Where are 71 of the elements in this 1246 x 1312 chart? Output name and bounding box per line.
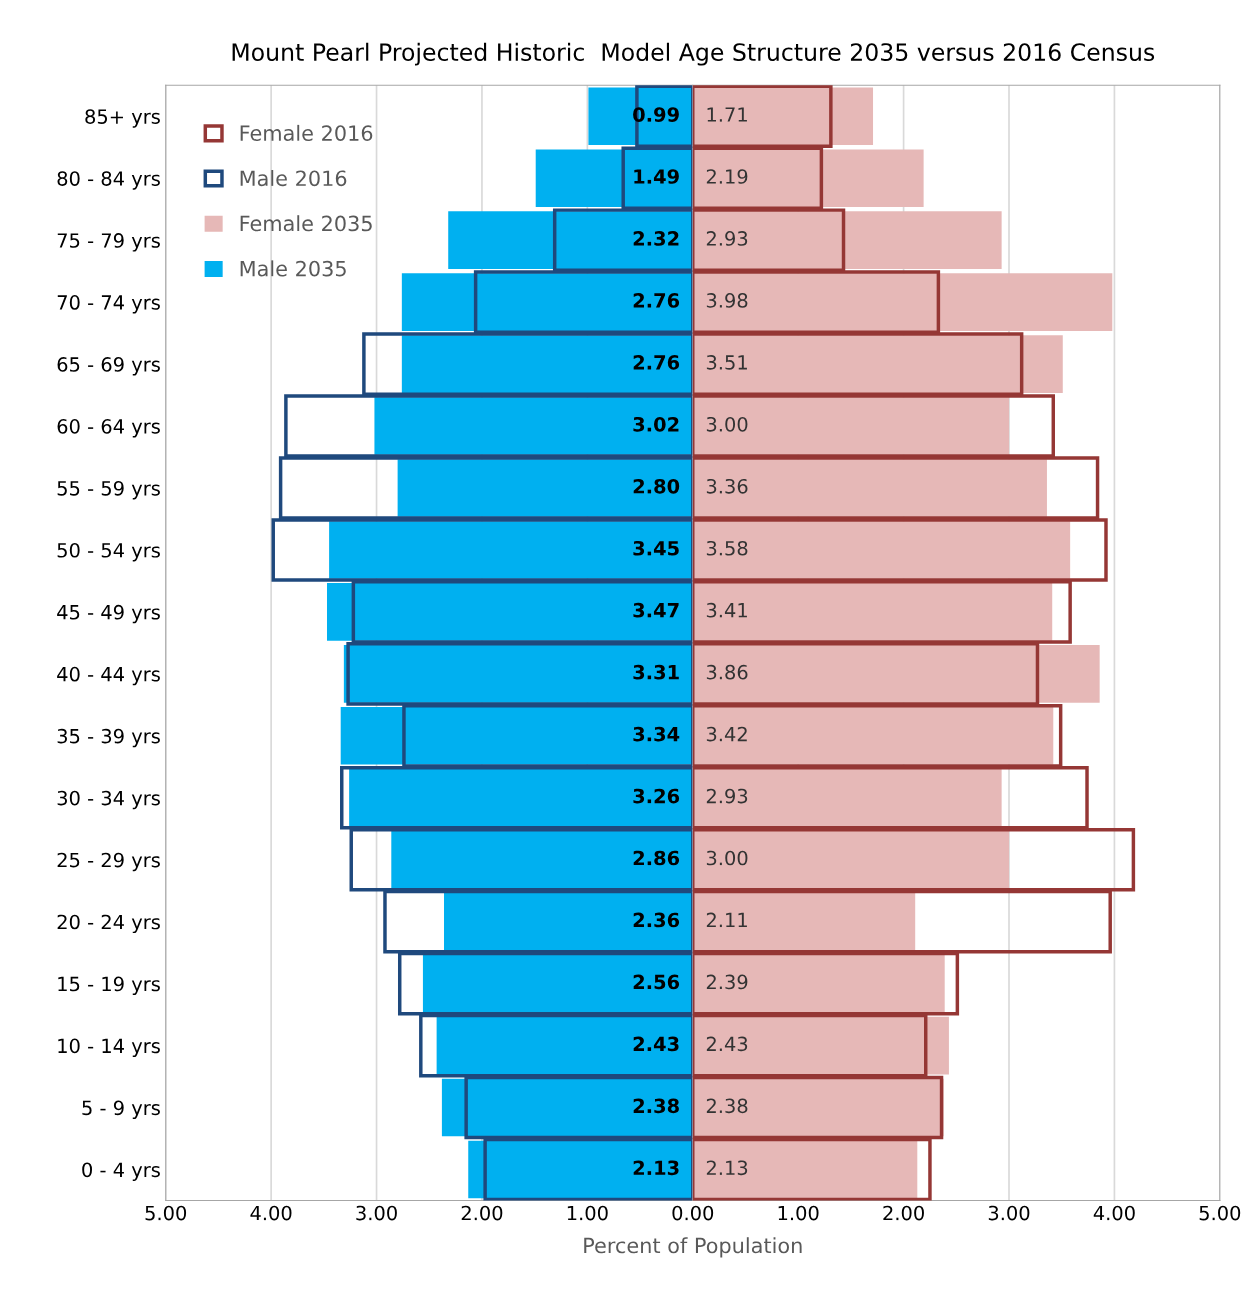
- data-label: 2.36: [633, 912, 680, 928]
- data-label: 2.86: [633, 850, 680, 866]
- data-label: 3.02: [633, 416, 679, 432]
- y-tick-label: 10 - 14 yrs: [58, 1038, 160, 1058]
- y-tick-label: 20 - 24 yrs: [57, 914, 160, 934]
- data-label: 2.19: [706, 169, 748, 184]
- x-tick-label: 3.00: [988, 1205, 1030, 1221]
- y-tick-label: 85+ yrs: [85, 109, 160, 128]
- x-tick-label: 4.00: [250, 1205, 292, 1221]
- x-tick-label: 3.00: [356, 1205, 397, 1221]
- data-label: 2.76: [633, 293, 680, 308]
- x-tick-label: 1.00: [778, 1205, 819, 1221]
- legend-label: Female 2035: [240, 215, 372, 232]
- y-tick-label: 15 - 19 yrs: [58, 976, 160, 996]
- data-label: 3.00: [706, 416, 748, 432]
- data-label: 2.93: [706, 231, 748, 246]
- data-label: 3.00: [706, 850, 748, 866]
- y-tick-label: 50 - 54 yrs: [57, 542, 160, 562]
- data-label: 2.43: [633, 1036, 679, 1052]
- x-tick-label: 1.00: [567, 1205, 608, 1221]
- legend-label: Male 2016: [240, 170, 347, 187]
- data-label: 3.51: [706, 355, 747, 370]
- y-tick-label: 70 - 74 yrs: [57, 295, 160, 314]
- data-label: 3.34: [633, 726, 680, 742]
- y-tick-label: 25 - 29 yrs: [57, 852, 160, 872]
- data-label: 3.41: [706, 602, 747, 618]
- y-tick-label: 5 - 9 yrs: [82, 1100, 160, 1119]
- data-label: 2.13: [633, 1160, 679, 1176]
- x-tick-label: 4.00: [1093, 1205, 1135, 1221]
- y-tick-label: 75 - 79 yrs: [57, 233, 160, 252]
- data-label: 2.43: [706, 1036, 748, 1052]
- data-label: 2.80: [633, 478, 680, 494]
- data-label: 2.39: [706, 974, 748, 990]
- chart-title: Mount Pearl Projected Historic Model Age Structure 2035 versus 2016 Census: [232, 42, 1155, 66]
- data-label: 2.38: [633, 1098, 679, 1114]
- y-tick-label: 0 - 4 yrs: [82, 1162, 160, 1181]
- data-label: 2.56: [633, 974, 680, 990]
- y-tick-label: 80 - 84 yrs: [57, 171, 160, 190]
- x-tick-label: 5.00: [1199, 1205, 1241, 1221]
- legend-label: Female 2016: [240, 124, 373, 141]
- data-label: 0.99: [633, 107, 679, 122]
- data-label: 2.11: [706, 912, 747, 928]
- data-label: 3.86: [706, 664, 748, 680]
- data-label: 1.71: [707, 107, 747, 122]
- data-label: 3.26: [633, 788, 680, 804]
- y-tick-label: 40 - 44 yrs: [57, 666, 160, 686]
- data-label: 3.42: [706, 726, 747, 742]
- data-label: 2.93: [706, 788, 748, 804]
- x-tick-label: 0.00: [672, 1205, 714, 1221]
- y-tick-label: 45 - 49 yrs: [57, 604, 160, 624]
- data-label: 2.13: [706, 1160, 748, 1176]
- data-label: 3.31: [633, 664, 679, 680]
- x-axis-title: Percent of Population: [584, 1237, 802, 1258]
- y-tick-label: 60 - 64 yrs: [57, 418, 160, 438]
- y-tick-label: 65 - 69 yrs: [57, 357, 160, 376]
- data-label: 3.36: [706, 478, 748, 494]
- data-label: 3.98: [706, 293, 748, 308]
- y-tick-label: 35 - 39 yrs: [57, 728, 160, 748]
- y-tick-label: 30 - 34 yrs: [57, 790, 160, 810]
- data-label: 3.45: [633, 540, 679, 556]
- x-tick-label: 5.00: [145, 1205, 187, 1221]
- data-label: 2.38: [706, 1098, 748, 1114]
- data-label: 2.32: [633, 231, 679, 246]
- data-label: 3.58: [706, 540, 748, 556]
- legend-label: Male 2035: [240, 260, 346, 277]
- x-tick-label: 2.00: [461, 1205, 503, 1221]
- x-tick-label: 2.00: [883, 1205, 924, 1221]
- data-label: 3.47: [633, 602, 679, 618]
- y-tick-label: 55 - 59 yrs: [57, 480, 160, 500]
- data-label: 2.76: [633, 355, 680, 370]
- data-label: 1.49: [634, 169, 679, 184]
